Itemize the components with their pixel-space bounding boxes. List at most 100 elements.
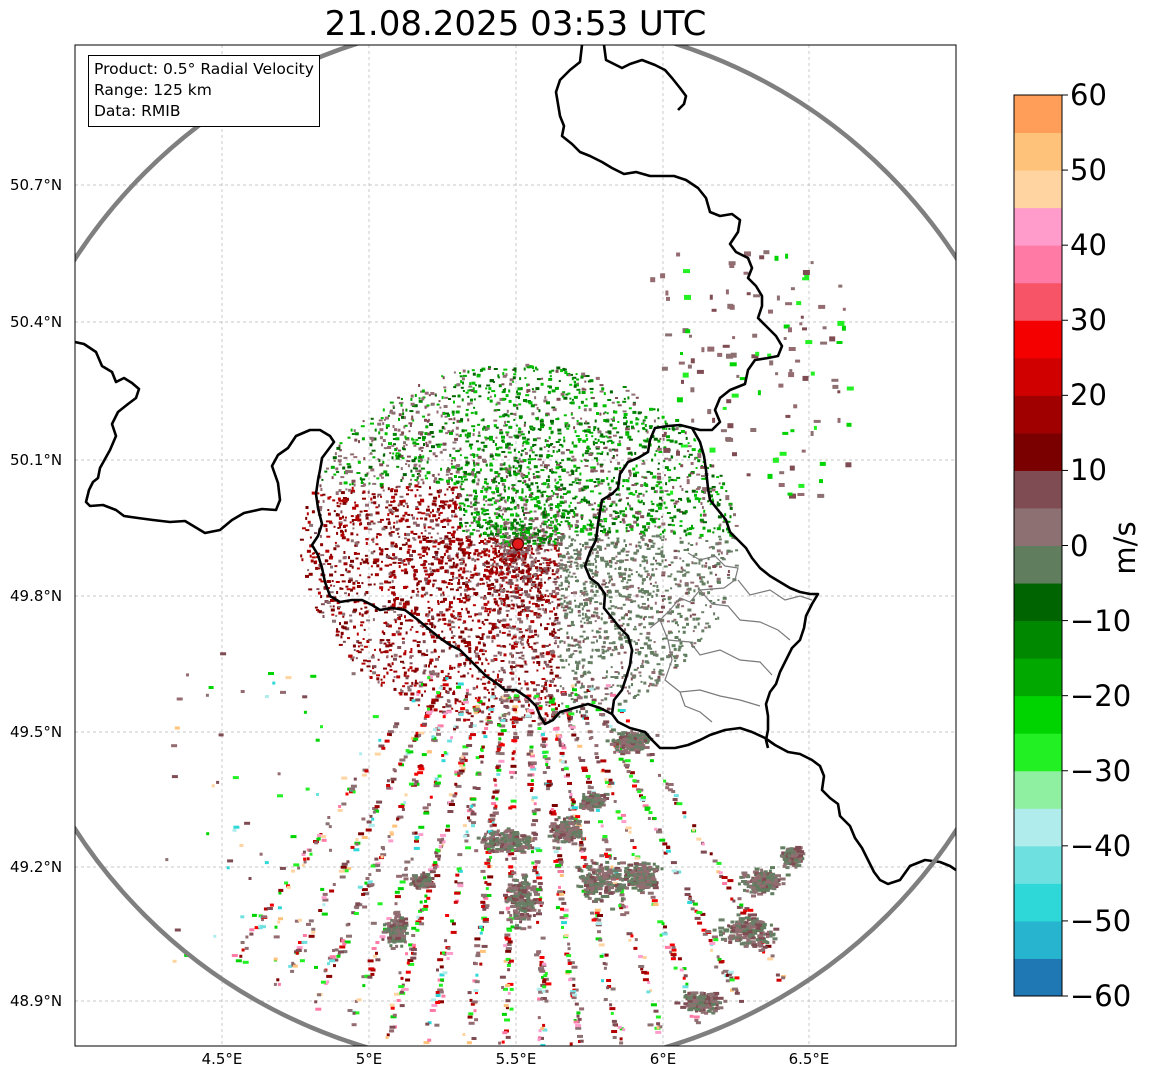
echo-pixel	[347, 465, 352, 469]
echo-pixel	[480, 533, 482, 537]
echo-pixel	[703, 490, 707, 494]
echo-pixel	[629, 584, 634, 588]
echo-pixel	[383, 642, 387, 645]
echo-pixel	[551, 653, 554, 656]
echo-pixel	[381, 560, 383, 563]
echo-pixel	[377, 658, 380, 661]
echo-pixel	[461, 524, 463, 528]
echo-pixel	[465, 597, 468, 600]
echo-pixel	[536, 500, 541, 504]
echo-pixel	[641, 659, 644, 663]
echo-pixel	[536, 599, 541, 602]
echo-pixel	[649, 426, 653, 429]
echo-pixel	[630, 573, 633, 576]
echo-pixel	[389, 401, 394, 404]
echo-pixel	[447, 672, 450, 675]
echo-pixel	[572, 538, 575, 541]
echo-pixel	[637, 587, 640, 590]
echo-pixel	[499, 583, 502, 587]
echo-pixel	[535, 577, 540, 580]
echo-pixel	[443, 545, 447, 549]
echo-pixel	[462, 597, 467, 600]
echo-pixel	[570, 556, 574, 559]
echo-pixel	[392, 452, 395, 455]
echo-pixel	[488, 630, 493, 634]
echo-pixel	[524, 507, 528, 511]
echo-pixel	[515, 549, 518, 551]
echo-pixel	[624, 639, 629, 643]
echo-pixel	[531, 560, 534, 563]
echo-pixel	[437, 481, 441, 484]
echo-pixel	[511, 660, 516, 664]
echo-pixel	[422, 562, 426, 566]
echo-pixel	[572, 701, 576, 704]
echo-pixel	[518, 631, 523, 634]
echo-pixel	[428, 664, 430, 668]
echo-pixel	[687, 587, 692, 591]
echo-pixel	[547, 444, 552, 447]
echo-pixel	[684, 431, 687, 435]
echo-pixel	[380, 495, 382, 498]
echo-pixel	[466, 436, 469, 439]
echo-pixel	[484, 561, 488, 564]
echo-pixel	[620, 510, 625, 513]
echo-pixel	[651, 595, 654, 598]
echo-pixel	[371, 449, 376, 452]
echo-pixel	[603, 621, 607, 625]
echo-pixel	[622, 485, 624, 488]
echo-pixel	[670, 529, 674, 533]
echo-pixel	[360, 425, 365, 428]
echo-pixel	[384, 580, 389, 584]
echo-pixel	[597, 540, 600, 543]
echo-pixel	[504, 420, 507, 424]
echo-pixel	[632, 514, 636, 518]
echo-pixel	[567, 512, 570, 515]
echo-pixel	[320, 494, 324, 497]
echo-pixel	[593, 593, 597, 597]
echo-pixel	[381, 639, 385, 642]
echo-pixel	[725, 490, 728, 493]
echo-pixel	[400, 660, 404, 663]
echo-pixel	[462, 390, 465, 392]
echo-pixel	[424, 578, 428, 582]
echo-pixel	[661, 539, 665, 542]
echo-pixel	[350, 453, 355, 456]
echo-pixel	[540, 382, 544, 386]
echo-pixel	[374, 428, 377, 432]
echo-pixel	[655, 559, 657, 562]
echo-pixel	[391, 608, 394, 611]
echo-pixel	[551, 468, 554, 472]
echo-pixel	[479, 650, 483, 653]
echo-pixel	[494, 553, 498, 556]
echo-pixel	[478, 395, 482, 398]
echo-pixel	[362, 483, 366, 487]
echo-pixel	[505, 527, 508, 531]
echo-pixel	[488, 366, 491, 369]
echo-pixel	[382, 605, 387, 608]
echo-pixel	[581, 702, 585, 705]
echo-pixel	[667, 611, 671, 615]
echo-pixel	[370, 520, 374, 523]
echo-pixel	[505, 623, 510, 627]
echo-pixel	[582, 429, 585, 432]
echo-pixel	[406, 493, 409, 496]
echo-pixel	[717, 616, 720, 620]
echo-pixel	[351, 519, 354, 522]
echo-pixel	[379, 436, 383, 440]
echo-pixel	[500, 498, 503, 501]
echo-pixel	[391, 513, 394, 516]
echo-pixel	[445, 675, 450, 678]
echo-pixel	[607, 537, 610, 540]
echo-pixel	[455, 576, 459, 579]
echo-pixel	[677, 612, 682, 615]
echo-pixel	[489, 532, 493, 536]
echo-pixel	[340, 533, 345, 537]
echo-pixel	[673, 505, 676, 508]
echo-pixel	[468, 445, 472, 448]
echo-pixel	[607, 470, 611, 473]
echo-pixel	[528, 496, 533, 498]
echo-pixel	[614, 648, 618, 651]
echo-pixel	[341, 499, 346, 503]
echo-pixel	[588, 519, 591, 522]
echo-pixel	[563, 564, 567, 566]
